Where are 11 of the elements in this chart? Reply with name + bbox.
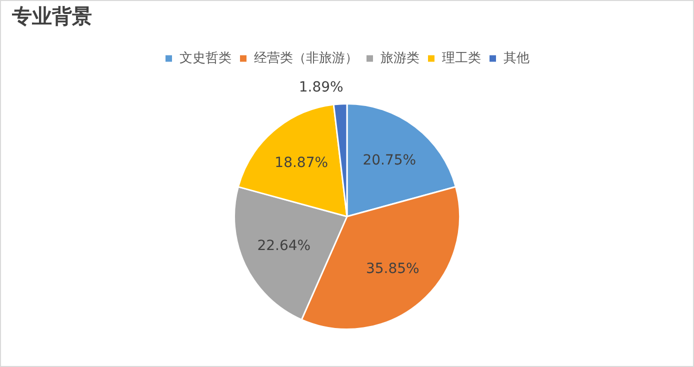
data-label: 35.85%: [366, 261, 420, 278]
data-label: 18.87%: [274, 155, 328, 172]
data-label: 20.75%: [362, 152, 416, 169]
data-label: 22.64%: [257, 238, 311, 254]
legend-label: 经营类（非旅游）: [254, 50, 358, 66]
legend-label: 其他: [503, 50, 530, 66]
data-label: 1.89%: [298, 80, 344, 96]
legend-label: 文史哲类: [179, 50, 232, 66]
legend-label: 理工类: [442, 50, 481, 66]
legend-label: 旅游类: [380, 50, 420, 66]
chart-title: 专业背景: [11, 4, 92, 28]
